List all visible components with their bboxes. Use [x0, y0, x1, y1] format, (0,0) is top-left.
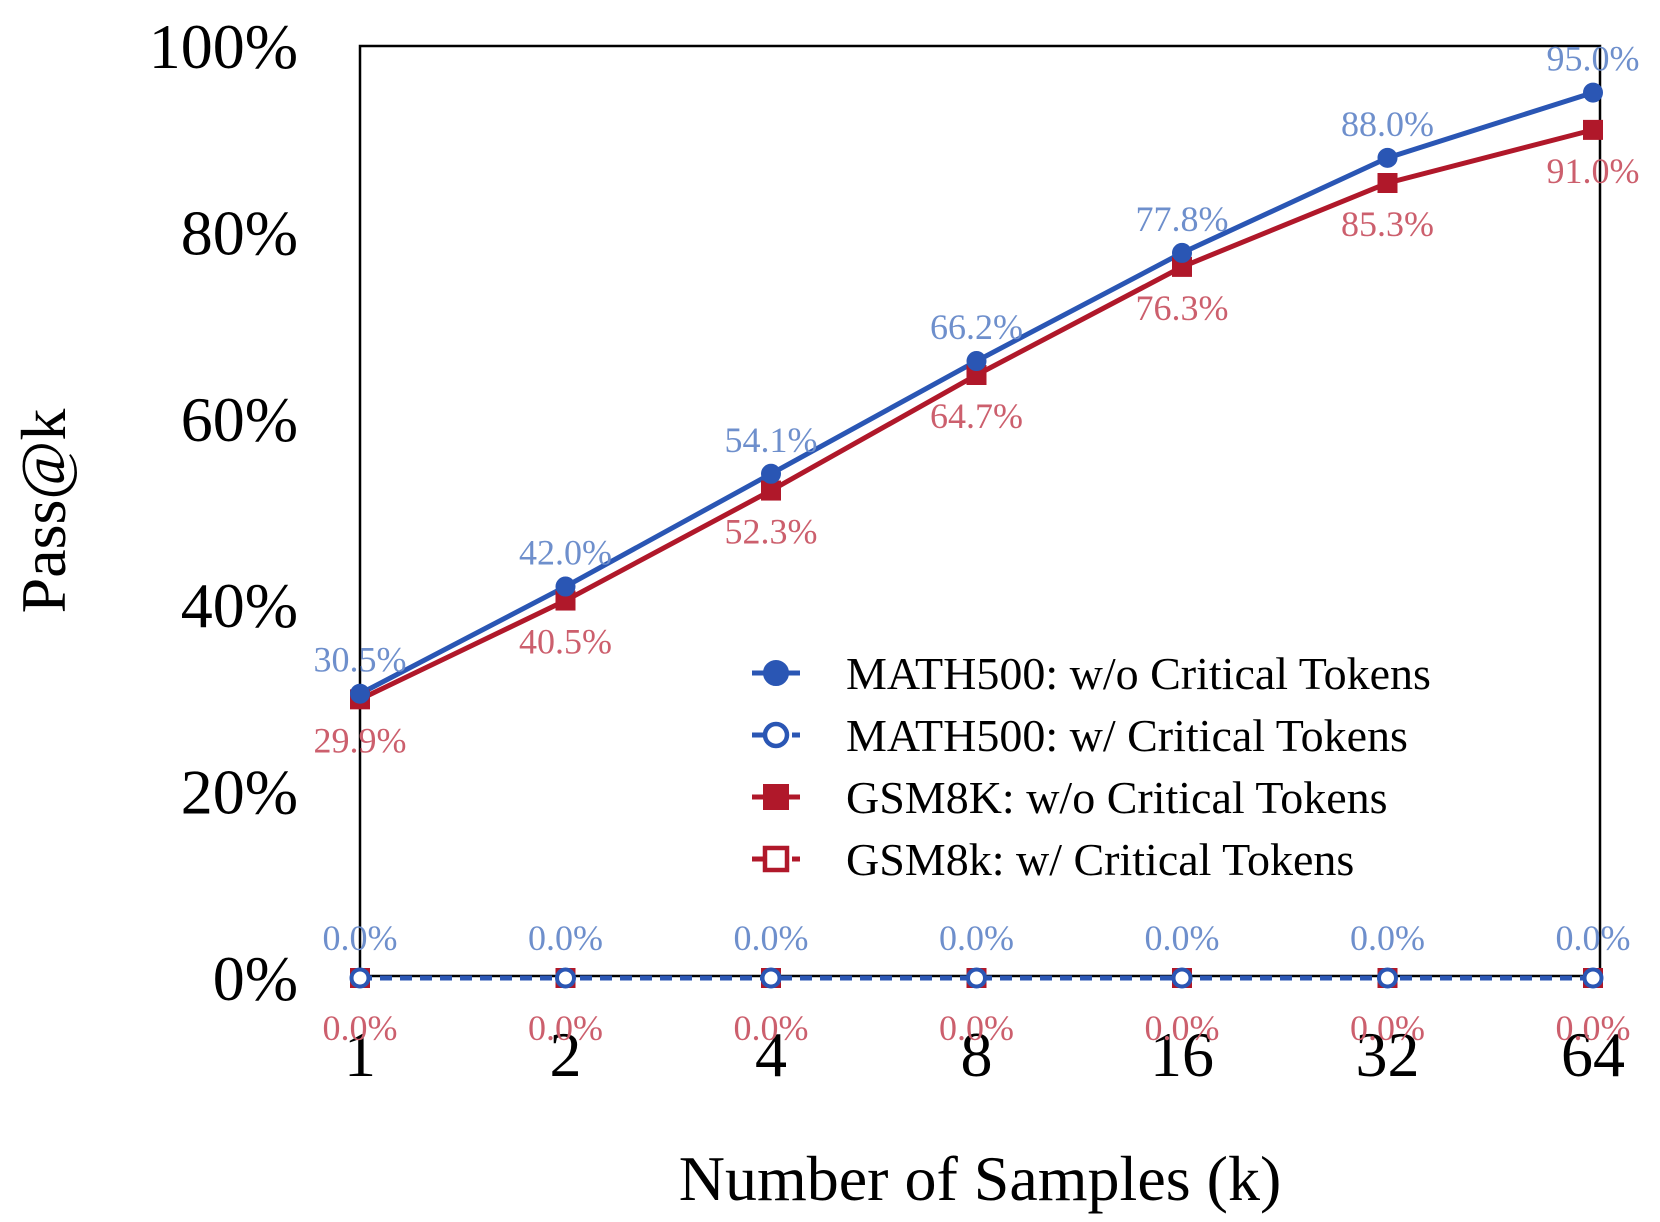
x-tick-label: 8 [961, 1019, 993, 1090]
y-axis-title: Pass@k [8, 409, 79, 614]
y-axis-ticks: 0% 20% 40% 60% 80% 100% [149, 11, 298, 1014]
data-label: 64.7% [930, 396, 1023, 436]
data-label: 30.5% [314, 640, 407, 680]
data-point-series-1 [1171, 967, 1193, 989]
data-point-series-0 [1172, 242, 1192, 263]
data-label: 54.1% [725, 420, 818, 460]
data-label: 0.0% [1350, 918, 1425, 958]
legend-entry-label: MATH500: w/ Critical Tokens [846, 710, 1408, 761]
legend-entry-label: MATH500: w/o Critical Tokens [846, 648, 1431, 699]
data-point-series-0 [761, 463, 781, 484]
data-label: 0.0% [1145, 1008, 1220, 1048]
data-point-series-1 [1582, 967, 1604, 989]
data-label: 85.3% [1341, 204, 1434, 244]
legend-marker [762, 721, 790, 749]
data-point-series-1 [555, 967, 576, 989]
legend: MATH500: w/o Critical Tokens MATH500: w/ … [752, 648, 1431, 885]
x-tick-label: 64 [1561, 1019, 1625, 1090]
data-label: 91.0% [1547, 151, 1640, 191]
y-tick-label: 40% [181, 570, 298, 641]
data-label: 0.0% [528, 1008, 603, 1048]
data-label: 42.0% [519, 533, 612, 573]
data-point-series-0 [1377, 147, 1398, 168]
data-label: 0.0% [323, 918, 398, 958]
legend-marker [763, 784, 789, 810]
data-label: 0.0% [1145, 918, 1220, 958]
data-label: 52.3% [725, 512, 818, 552]
data-point-series-0 [1583, 82, 1603, 103]
x-axis-ticks: 1 2 4 8 16 32 64 [344, 1019, 1625, 1090]
data-point-series-0 [555, 576, 576, 597]
data-label: 0.0% [323, 1008, 398, 1048]
data-label: 0.0% [1556, 1008, 1631, 1048]
series-line-0 [358, 90, 1594, 696]
data-point-series-2 [1377, 173, 1398, 194]
data-label: 0.0% [939, 1008, 1014, 1048]
data-point-series-1 [760, 967, 782, 989]
data-label: 0.0% [734, 918, 809, 958]
series-markers [349, 82, 1604, 989]
x-tick-label: 32 [1356, 1019, 1420, 1090]
data-point-series-1 [966, 967, 987, 989]
data-point-series-1 [349, 967, 371, 989]
data-point-series-2 [761, 480, 781, 501]
y-tick-label: 20% [181, 757, 298, 828]
y-tick-label: 0% [213, 943, 298, 1014]
data-point-series-2 [1583, 119, 1603, 140]
x-tick-label: 1 [344, 1019, 376, 1090]
data-point-series-1 [1377, 967, 1398, 989]
data-point-series-0 [350, 683, 370, 704]
legend-entry-label: GSM8k: w/ Critical Tokens [846, 834, 1354, 885]
data-labels: 30.5% 42.0% 54.1% 66.2% 77.8% 88.0% 95.0% 0.0% 0… [314, 39, 1640, 1048]
x-tick-label: 4 [755, 1019, 787, 1090]
data-label: 76.3% [1136, 288, 1229, 328]
legend-entry-label: GSM8K: w/o Critical Tokens [846, 772, 1388, 823]
legend-marker [763, 660, 789, 686]
x-tick-label: 16 [1150, 1019, 1214, 1090]
data-label: 88.0% [1341, 104, 1434, 144]
x-tick-label: 2 [550, 1019, 582, 1090]
legend-marker [762, 845, 790, 873]
data-label: 40.5% [519, 622, 612, 662]
data-label: 0.0% [1556, 918, 1631, 958]
data-label: 77.8% [1136, 199, 1229, 239]
y-tick-label: 80% [181, 197, 298, 268]
y-tick-label: 100% [149, 11, 298, 82]
data-label: 29.9% [314, 720, 407, 760]
data-label: 0.0% [1350, 1008, 1425, 1048]
y-tick-label: 60% [181, 384, 298, 455]
data-label: 95.0% [1547, 39, 1640, 79]
data-label: 66.2% [930, 307, 1023, 347]
data-point-series-0 [966, 351, 987, 372]
data-label: 0.0% [939, 918, 1014, 958]
x-axis-title: Number of Samples (k) [679, 1143, 1282, 1214]
data-label: 0.0% [734, 1008, 809, 1048]
data-label: 0.0% [528, 918, 603, 958]
